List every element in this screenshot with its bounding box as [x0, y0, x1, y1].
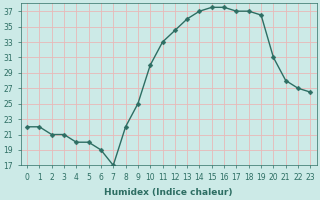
X-axis label: Humidex (Indice chaleur): Humidex (Indice chaleur) [104, 188, 233, 197]
